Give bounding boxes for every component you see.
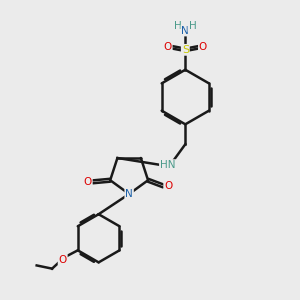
- Text: O: O: [164, 181, 172, 191]
- Text: HN: HN: [160, 160, 176, 170]
- Text: H: H: [188, 21, 196, 32]
- Text: N: N: [125, 189, 133, 199]
- Text: H: H: [174, 21, 182, 32]
- Text: O: O: [199, 42, 207, 52]
- Text: O: O: [58, 255, 67, 265]
- Text: O: O: [164, 42, 172, 52]
- Text: N: N: [182, 26, 189, 36]
- Text: O: O: [84, 177, 92, 187]
- Text: S: S: [182, 45, 189, 55]
